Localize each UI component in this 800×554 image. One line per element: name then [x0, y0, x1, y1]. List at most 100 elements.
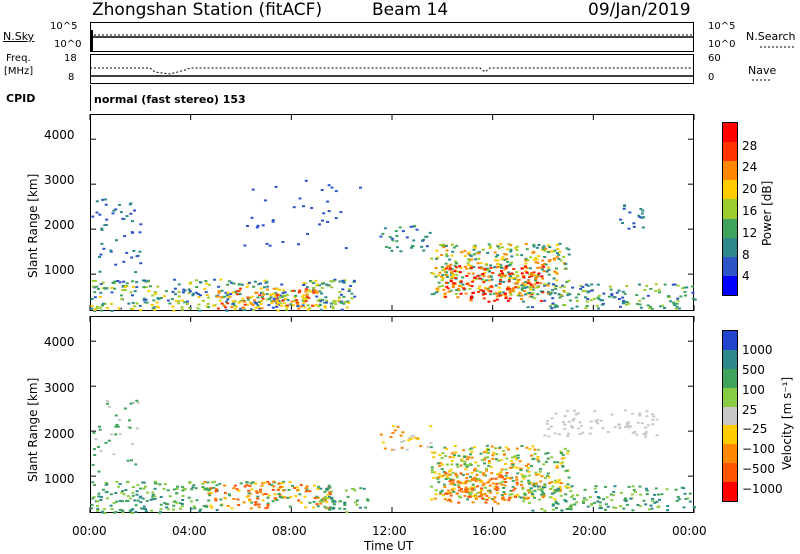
power-echo [106, 306, 109, 309]
velocity-echo [474, 480, 478, 482]
x-tick: 08:00 [272, 524, 307, 538]
velocity-echo [146, 491, 149, 494]
power-echo [454, 292, 458, 295]
velocity-echo [257, 506, 261, 509]
power-echo [577, 293, 581, 296]
power-echo [659, 305, 663, 308]
velocity-echo [250, 501, 254, 504]
power-echo [240, 283, 244, 286]
power-echo [297, 291, 301, 294]
velocity-echo [529, 487, 533, 490]
velocity-echo [604, 503, 608, 506]
power-echo [132, 250, 136, 252]
velocity-echo [483, 493, 487, 495]
power-echo [657, 288, 661, 291]
velocity-echo [564, 493, 568, 496]
power-echo [654, 283, 658, 286]
x-tick: 16:00 [472, 524, 507, 538]
velocity-echo [118, 499, 122, 502]
velocity-echo [491, 454, 495, 457]
power-echo [268, 298, 271, 300]
power-echo [276, 301, 280, 304]
power-echo [512, 268, 516, 270]
power-echo [116, 280, 120, 282]
velocity-echo [501, 498, 504, 501]
velocity-echo [567, 420, 571, 423]
velocity-echo [135, 493, 139, 496]
power-echo [275, 293, 279, 296]
power-echo [536, 266, 540, 269]
power-echo [278, 296, 282, 299]
velocity-echo [487, 496, 491, 499]
velocity-echo [540, 475, 544, 478]
power-echo [565, 247, 569, 250]
power-echo [226, 302, 230, 305]
velocity-echo [504, 446, 508, 449]
power-echo [556, 256, 559, 259]
velocity-echo [128, 426, 132, 429]
velocity-echo [248, 485, 252, 488]
power-echo [257, 306, 261, 309]
velocity-echo [546, 420, 550, 422]
velocity-echo [554, 481, 558, 484]
power-echo [256, 224, 260, 227]
power-echo [524, 259, 528, 262]
power-echo [477, 290, 480, 293]
velocity-echo [256, 495, 260, 498]
power-echo [314, 279, 318, 282]
power-echo [600, 303, 604, 306]
power-echo [306, 304, 310, 307]
power-echo [601, 299, 605, 302]
velocity-echo [470, 456, 474, 459]
velocity-echo [489, 466, 493, 469]
power-echo [301, 295, 305, 298]
power-echo [412, 239, 416, 242]
power-echo [385, 245, 388, 248]
power-echo [567, 248, 571, 251]
velocity-echo [92, 496, 96, 498]
velocity-echo [651, 413, 655, 416]
velocity-echo [622, 507, 626, 510]
velocity-echo [247, 489, 251, 492]
velocity-echo [180, 505, 184, 508]
velocity-echo [250, 488, 254, 491]
power-echo [109, 250, 113, 253]
velocity-echo [572, 498, 576, 501]
velocity-echo [445, 476, 449, 478]
velocity-echo [125, 500, 129, 502]
velocity-echo [488, 484, 492, 487]
velocity-ytick: 4000 [44, 335, 75, 349]
velocity-echo [324, 498, 328, 501]
power-echo [537, 255, 541, 258]
velocity-echo [303, 495, 307, 498]
velocity-echo [550, 481, 554, 484]
velocity-echo [447, 489, 451, 492]
velocity-echo [448, 492, 452, 494]
power-echo [452, 246, 456, 249]
power-echo [675, 307, 679, 310]
velocity-echo [570, 425, 574, 428]
power-echo [507, 280, 511, 283]
velocity-echo [141, 481, 145, 484]
power-echo [460, 251, 464, 254]
power-echo [640, 216, 644, 219]
power-echo [103, 287, 107, 290]
power-echo [568, 293, 572, 296]
velocity-echo [393, 429, 397, 432]
velocity-echo [638, 505, 642, 508]
power-echo [524, 242, 528, 245]
velocity-echo [445, 447, 449, 450]
velocity-echo [153, 495, 157, 498]
power-echo [487, 300, 491, 303]
power-echo [449, 280, 453, 283]
nave-line [90, 67, 694, 75]
power-echo [308, 307, 311, 310]
velocity-echo [443, 446, 447, 449]
power-echo [134, 271, 138, 274]
power-echo [508, 297, 512, 300]
velocity-echo [131, 491, 135, 494]
power-echo [432, 272, 436, 275]
power-echo [90, 298, 94, 300]
velocity-echo [536, 456, 540, 458]
power-echo [95, 307, 99, 310]
